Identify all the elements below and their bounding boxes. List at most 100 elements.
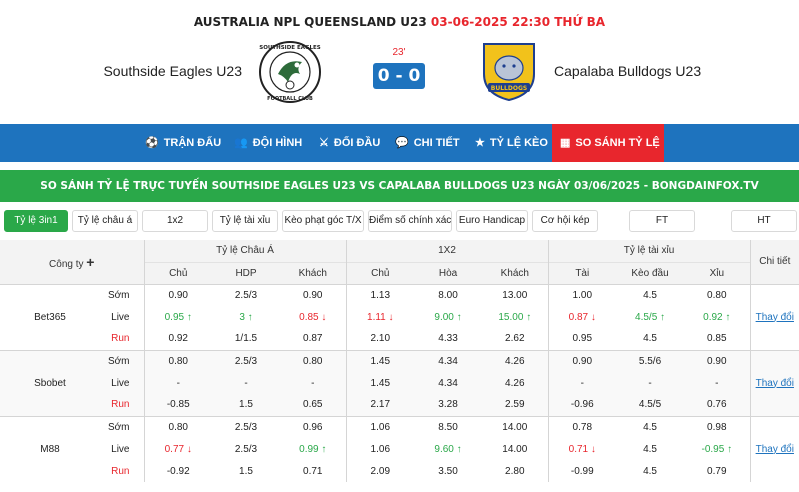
- odds-cell: 0.80: [684, 283, 751, 306]
- tab-compare-odds[interactable]: ▦ SO SÁNH TỶ LỆ: [552, 124, 664, 162]
- company-header[interactable]: Công ty +: [0, 240, 144, 284]
- odds-cell: 2.5/3: [212, 415, 280, 438]
- odds-cell: 2.10: [345, 328, 415, 350]
- home-team-name[interactable]: Southside Eagles U23: [103, 63, 242, 79]
- odds-cell: 1.06: [345, 438, 415, 460]
- change-link[interactable]: Thay đổi: [755, 443, 794, 455]
- odds-cell: 2.09: [345, 460, 415, 482]
- match-header: AUSTRALIA NPL QUEENSLAND U23 03-06-2025 …: [0, 0, 799, 124]
- table-row: M88 Sớm 0.80 2.5/3 0.96 1.06 8.50 14.00 …: [0, 415, 799, 482]
- match-datetime: 03-06-2025 22:30 THỨ BA: [430, 15, 606, 29]
- filter-over-under[interactable]: Tỷ lệ tài xỉu: [212, 210, 278, 232]
- odds-cell: 1.5: [212, 394, 280, 416]
- odds-cell: 14.00: [502, 443, 528, 455]
- odds-cell: 1.00: [547, 283, 617, 306]
- odds-cell: 2.62: [505, 333, 525, 345]
- row-label: Sớm: [100, 415, 144, 438]
- odds-cell: 3.28: [414, 394, 483, 416]
- odds-cell: 0.85: [707, 333, 727, 345]
- arrow-up-icon: ↑: [247, 311, 253, 323]
- odds-cell: 1/1.5: [234, 333, 258, 345]
- asian-header: Tỷ lệ Châu Á: [143, 240, 347, 262]
- odds-cell: 1.45: [345, 349, 415, 372]
- row-label: Live: [100, 372, 144, 394]
- arrow-down-icon: ↓: [388, 311, 394, 323]
- odds-cell: 0.87: [303, 333, 323, 345]
- arrow-up-icon: ↑: [526, 311, 532, 323]
- filter-ft[interactable]: FT: [629, 210, 695, 232]
- arrow-up-icon: ↑: [321, 443, 327, 455]
- row-label: Run: [100, 394, 144, 416]
- sub-header: Khách: [482, 261, 549, 284]
- tab-details[interactable]: 💬 CHI TIẾT: [387, 124, 468, 162]
- odds-cell: 0.71: [303, 465, 323, 477]
- odds-cell: 2.5/3: [212, 283, 280, 306]
- match-score: 0 - 0: [373, 63, 425, 89]
- table-row: Live - - - 1.45 4.34 4.26 - - -: [0, 372, 799, 394]
- odds-cell: 13.00: [482, 283, 549, 306]
- odds-cell: 0.79: [707, 465, 727, 477]
- filter-3in1[interactable]: Tỷ lệ 3in1: [4, 210, 68, 232]
- odds-cell: 2.5/3: [234, 443, 258, 455]
- table-row: Run -0.85 1.5 0.65 2.17 3.28 2.59 -0.96 …: [0, 394, 799, 416]
- sub-header: Khách: [280, 261, 347, 284]
- over-under-header: Tỷ lệ tài xỉu: [547, 240, 751, 262]
- change-link-cell: Thay đổi: [749, 283, 799, 350]
- odds-cell: 0.95 ↑: [143, 306, 212, 328]
- odds-cell: 0.87 ↓: [547, 306, 617, 328]
- row-label: Run: [111, 465, 130, 477]
- sub-header: Chủ: [345, 261, 415, 284]
- tab-compare-odds-label: SO SÁNH TỶ LỆ: [575, 137, 660, 149]
- odds-cell: 4.26: [482, 349, 549, 372]
- compare-banner: SO SÁNH TỶ LỆ TRỰC TUYẾN SOUTHSIDE EAGLE…: [0, 170, 799, 202]
- odds-cell: 0.95: [547, 328, 617, 350]
- odds-cell: 2.80: [505, 465, 525, 477]
- company-name: Bet365: [0, 283, 100, 350]
- odds-cell: 0.92: [143, 328, 212, 350]
- odds-cell: -0.85: [143, 394, 212, 416]
- plus-icon[interactable]: +: [86, 253, 95, 270]
- filter-corner[interactable]: Kèo phạt góc T/X: [282, 210, 364, 232]
- odds-cell: -0.96: [547, 394, 617, 416]
- filter-euro-handicap[interactable]: Euro Handicap: [456, 210, 528, 232]
- change-link[interactable]: Thay đổi: [755, 311, 794, 323]
- arrow-down-icon: ↓: [321, 311, 327, 323]
- sub-header: HDP: [212, 261, 280, 284]
- sub-header: Chủ: [143, 261, 212, 284]
- filter-ht[interactable]: HT: [731, 210, 797, 232]
- odds-cell: 0.96: [280, 415, 347, 438]
- 1x2-header: 1X2: [345, 240, 549, 262]
- odds-cell: 4.5/5: [616, 394, 685, 416]
- filter-bar: Tỷ lệ 3in1 Tỷ lệ châu á 1x2 Tỷ lệ tài xỉ…: [0, 210, 799, 232]
- tab-odds[interactable]: ★ TỶ LỆ KÈO: [467, 124, 556, 162]
- league-line: AUSTRALIA NPL QUEENSLAND U23 03-06-2025 …: [0, 15, 799, 29]
- tab-head-to-head-label: ĐỐI ĐẦU: [333, 137, 381, 149]
- sub-header: Hòa: [414, 261, 483, 284]
- odds-cell: 0.80: [143, 415, 212, 438]
- odds-cell: 0.76: [684, 394, 751, 416]
- odds-cell: 1.11 ↓: [345, 306, 415, 328]
- arrow-up-icon: ↑: [186, 311, 192, 323]
- odds-cell: 0.65: [280, 394, 347, 416]
- odds-cell: 1.45: [345, 372, 415, 394]
- odds-cell: 0.85 ↓: [299, 311, 327, 323]
- match-nav: ⚽ TRẬN ĐẤU 👥 ĐỘI HÌNH ⚔ ĐỐI ĐẦU 💬 CHI TI…: [0, 124, 799, 162]
- tab-head-to-head[interactable]: ⚔ ĐỐI ĐẦU: [311, 124, 388, 162]
- filter-correct-score[interactable]: Điểm số chính xác: [368, 210, 452, 232]
- match-minute: 23': [392, 47, 406, 58]
- tab-match[interactable]: ⚽ TRẬN ĐẤU: [137, 124, 229, 162]
- filter-1x2[interactable]: 1x2: [142, 210, 208, 232]
- arrow-up-icon: ↑: [660, 311, 666, 323]
- tab-lineup[interactable]: 👥 ĐỘI HÌNH: [226, 124, 310, 162]
- away-team-name[interactable]: Capalaba Bulldogs U23: [554, 63, 702, 79]
- change-link[interactable]: Thay đổi: [755, 377, 794, 389]
- odds-cell: 3.50: [438, 465, 458, 477]
- arrow-down-icon: ↓: [590, 443, 596, 455]
- odds-cell: 5.5/6: [616, 349, 685, 372]
- filter-double-chance[interactable]: Cơ hội kép: [532, 210, 598, 232]
- odds-cell: 4.5/5 ↑: [635, 311, 666, 323]
- versus-icon: ⚔: [319, 137, 329, 149]
- row-label: Live: [111, 311, 130, 323]
- odds-cell: 0.90: [547, 349, 617, 372]
- filter-asian[interactable]: Tỷ lệ châu á: [72, 210, 138, 232]
